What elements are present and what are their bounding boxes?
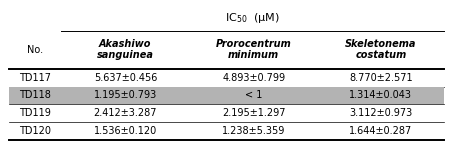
Text: Akashiwo
sanguinea: Akashiwo sanguinea	[97, 39, 154, 60]
Text: 1.644±0.287: 1.644±0.287	[349, 126, 413, 136]
Text: TD120: TD120	[19, 126, 51, 136]
Text: No.: No.	[27, 45, 43, 55]
Text: 1.238±5.359: 1.238±5.359	[222, 126, 285, 136]
Text: 3.112±0.973: 3.112±0.973	[349, 108, 413, 118]
Text: Skeletonema
costatum: Skeletonema costatum	[345, 39, 417, 60]
Text: 8.770±2.571: 8.770±2.571	[349, 73, 413, 82]
Text: 2.412±3.287: 2.412±3.287	[94, 108, 157, 118]
Text: 2.195±1.297: 2.195±1.297	[222, 108, 285, 118]
Text: 1.195±0.793: 1.195±0.793	[94, 91, 157, 100]
Text: 1.536±0.120: 1.536±0.120	[94, 126, 157, 136]
Text: Prorocentrum
minimum: Prorocentrum minimum	[216, 39, 292, 60]
Text: TD117: TD117	[19, 73, 51, 82]
Bar	[9, 86, 444, 104]
Text: 4.893±0.799: 4.893±0.799	[222, 73, 285, 82]
Text: < 1: < 1	[245, 91, 262, 100]
Text: 1.314±0.043: 1.314±0.043	[349, 91, 412, 100]
Text: 5.637±0.456: 5.637±0.456	[94, 73, 157, 82]
Text: TD119: TD119	[19, 108, 51, 118]
Text: IC$_{50}$  (μM): IC$_{50}$ (μM)	[225, 11, 280, 25]
Text: TD118: TD118	[19, 91, 51, 100]
